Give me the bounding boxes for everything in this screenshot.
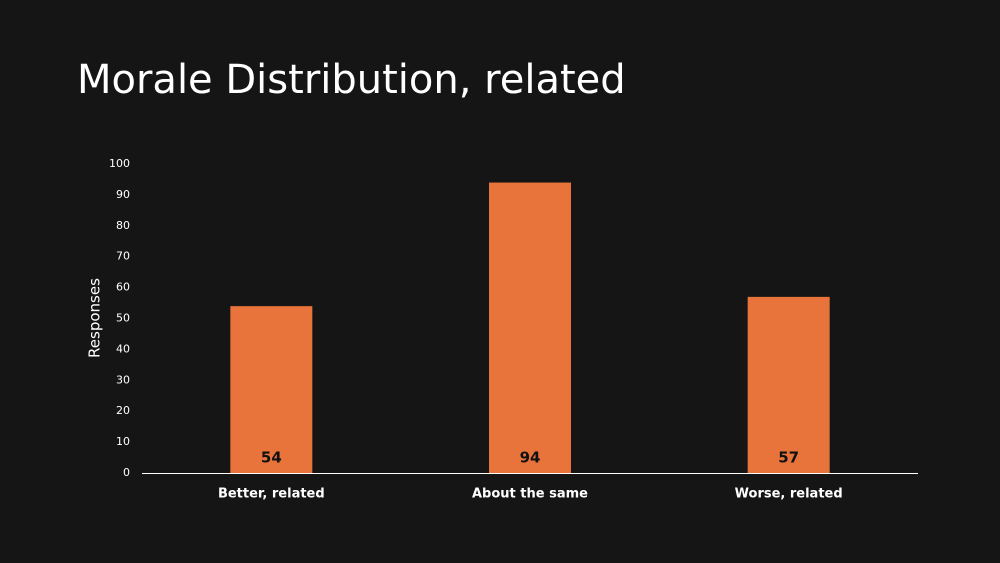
data-label: 57 bbox=[778, 449, 799, 467]
y-tick-label: 100 bbox=[109, 157, 130, 170]
bar bbox=[747, 296, 830, 473]
y-tick-label: 30 bbox=[116, 373, 130, 386]
x-tick-label: About the same bbox=[472, 487, 588, 502]
chart-title: Morale Distribution, related bbox=[77, 57, 626, 103]
y-axis-label: Responses bbox=[86, 278, 104, 358]
x-tick-label: Worse, related bbox=[735, 487, 843, 502]
x-tick-label: Better, related bbox=[218, 487, 325, 502]
y-tick-label: 10 bbox=[116, 435, 130, 448]
y-tick-label: 80 bbox=[116, 219, 130, 232]
bar bbox=[489, 182, 571, 474]
y-tick-label: 40 bbox=[116, 342, 130, 355]
y-tick-label: 90 bbox=[116, 188, 130, 201]
y-tick-label: 70 bbox=[116, 250, 130, 263]
y-tick-label: 50 bbox=[116, 312, 130, 325]
data-label: 54 bbox=[261, 449, 282, 467]
y-tick-label: 60 bbox=[116, 281, 130, 294]
bar bbox=[230, 306, 313, 473]
data-label: 94 bbox=[520, 449, 541, 467]
y-tick-label: 20 bbox=[116, 404, 130, 417]
y-tick-label: 0 bbox=[123, 466, 130, 479]
